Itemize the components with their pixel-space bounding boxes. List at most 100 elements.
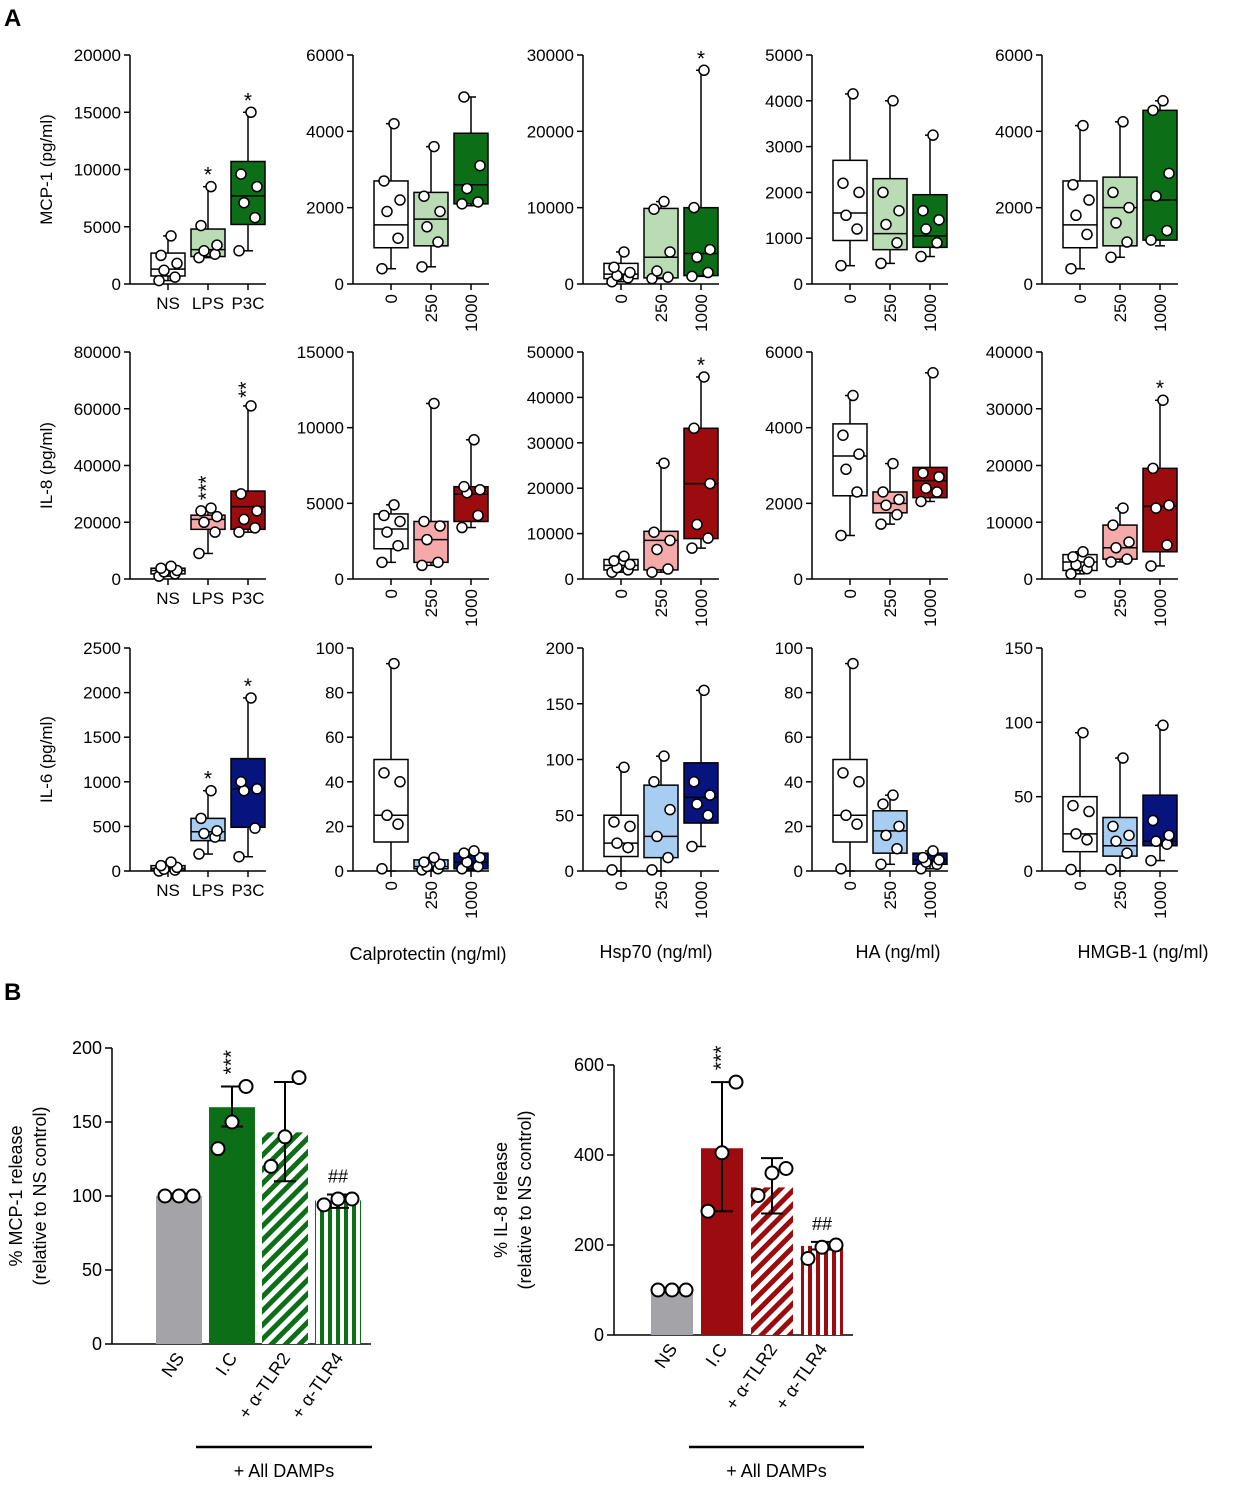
data-point — [1105, 863, 1117, 876]
y-tick-label: 40 — [325, 773, 344, 792]
data-point — [847, 389, 859, 402]
data-point — [474, 483, 486, 496]
data-point — [330, 1191, 346, 1207]
data-point — [931, 237, 943, 249]
x-tick-label: NS — [156, 589, 180, 608]
x-tick-label: 250 — [652, 589, 671, 617]
data-point — [1105, 251, 1117, 264]
data-point — [1077, 119, 1089, 132]
data-point — [1161, 224, 1173, 237]
data-point — [468, 434, 480, 446]
y-tick-label: 0 — [1024, 862, 1033, 881]
bar-chart-1: 0 200 400 600 % IL-8 release (relative to NS … — [491, 1046, 864, 1481]
row-ylabel: MCP-1 (pg/ml) — [37, 114, 56, 225]
x-tick-label: 250 — [422, 589, 441, 617]
data-point — [1147, 814, 1159, 827]
data-point — [853, 448, 865, 460]
data-point — [1145, 234, 1157, 246]
data-point — [917, 204, 929, 217]
y-tick-label: 10000 — [527, 199, 574, 218]
data-point — [155, 249, 167, 262]
y-tick-label: 40000 — [74, 457, 121, 476]
data-point — [418, 515, 430, 528]
y-tick-label: 15000 — [74, 103, 121, 122]
y-tick-label: 30000 — [986, 400, 1033, 419]
data-point — [233, 526, 245, 538]
data-point — [238, 513, 250, 526]
data-point — [1157, 719, 1169, 732]
data-point — [211, 825, 223, 837]
data-point — [1083, 805, 1095, 818]
data-point — [458, 847, 470, 859]
data-point — [245, 400, 257, 412]
data-point — [927, 367, 939, 379]
data-point — [624, 820, 636, 833]
data-point — [1065, 262, 1077, 275]
significance-marker: * — [204, 768, 212, 791]
data-point — [646, 864, 658, 876]
data-point — [702, 532, 714, 544]
data-point — [624, 266, 636, 279]
y-tick-label: 40000 — [986, 343, 1033, 362]
x-tick-label: 250 — [881, 294, 900, 322]
y-tick-label: 10000 — [74, 161, 121, 180]
data-point — [388, 657, 400, 670]
y-tick-label: 100 — [1005, 713, 1033, 732]
y-tick-label: 400 — [574, 1145, 604, 1165]
data-point — [277, 1129, 293, 1145]
y-tick-label: 4000 — [765, 92, 803, 111]
data-point — [877, 486, 889, 498]
data-point — [931, 486, 943, 498]
y-tick-label: 5000 — [765, 46, 803, 65]
y-tick-label: 15000 — [297, 343, 344, 362]
box-plot-0-4: 0 2000 4000 6000 0 250 1000 — [995, 46, 1178, 332]
data-point — [887, 457, 899, 470]
y-tick-label: 600 — [574, 1055, 604, 1075]
data-point — [388, 117, 400, 130]
data-point — [209, 526, 221, 538]
data-point — [704, 789, 716, 801]
box-plot-1-0: 0 20000 40000 60000 80000 NS LPS *** P3C ** — [74, 343, 266, 608]
data-point — [880, 499, 892, 511]
data-point — [1065, 568, 1077, 580]
data-point — [171, 257, 183, 270]
data-point — [1083, 194, 1095, 206]
data-point — [428, 397, 440, 410]
data-point — [1117, 752, 1129, 764]
data-point — [915, 250, 927, 263]
data-point — [1070, 828, 1082, 840]
data-point — [418, 856, 430, 868]
significance-marker: ## — [812, 1214, 832, 1234]
significance-marker: * — [1156, 377, 1164, 400]
data-point — [458, 91, 470, 103]
data-point — [618, 550, 630, 563]
data-point — [198, 245, 210, 257]
x-tick-label: 1000 — [1151, 881, 1170, 919]
data-point — [837, 767, 849, 779]
box-iqr — [643, 207, 679, 279]
data-point — [702, 809, 714, 821]
y-tick-label: 10000 — [986, 513, 1033, 532]
data-point — [432, 236, 444, 248]
data-point — [927, 129, 939, 141]
y-tick-label: 4000 — [995, 122, 1033, 141]
data-point — [1123, 829, 1135, 842]
data-point — [618, 246, 630, 258]
data-point — [698, 371, 710, 383]
data-point — [814, 1239, 830, 1255]
data-point — [893, 204, 905, 217]
y-tick-label: 4000 — [306, 122, 344, 141]
significance-marker: * — [697, 354, 705, 377]
data-point — [251, 783, 263, 795]
y-tick-label: 200 — [546, 639, 574, 658]
x-tick-label: NS — [156, 294, 180, 313]
data-point — [664, 803, 676, 816]
data-point — [153, 274, 165, 287]
data-point — [432, 556, 444, 569]
data-point — [698, 684, 710, 697]
box-plot-0-3: 0 1000 2000 3000 4000 5000 0 250 1000 — [765, 46, 948, 332]
data-point — [1163, 499, 1175, 511]
significance-marker: ** — [235, 382, 258, 398]
data-point — [662, 563, 674, 575]
data-point — [877, 798, 889, 810]
